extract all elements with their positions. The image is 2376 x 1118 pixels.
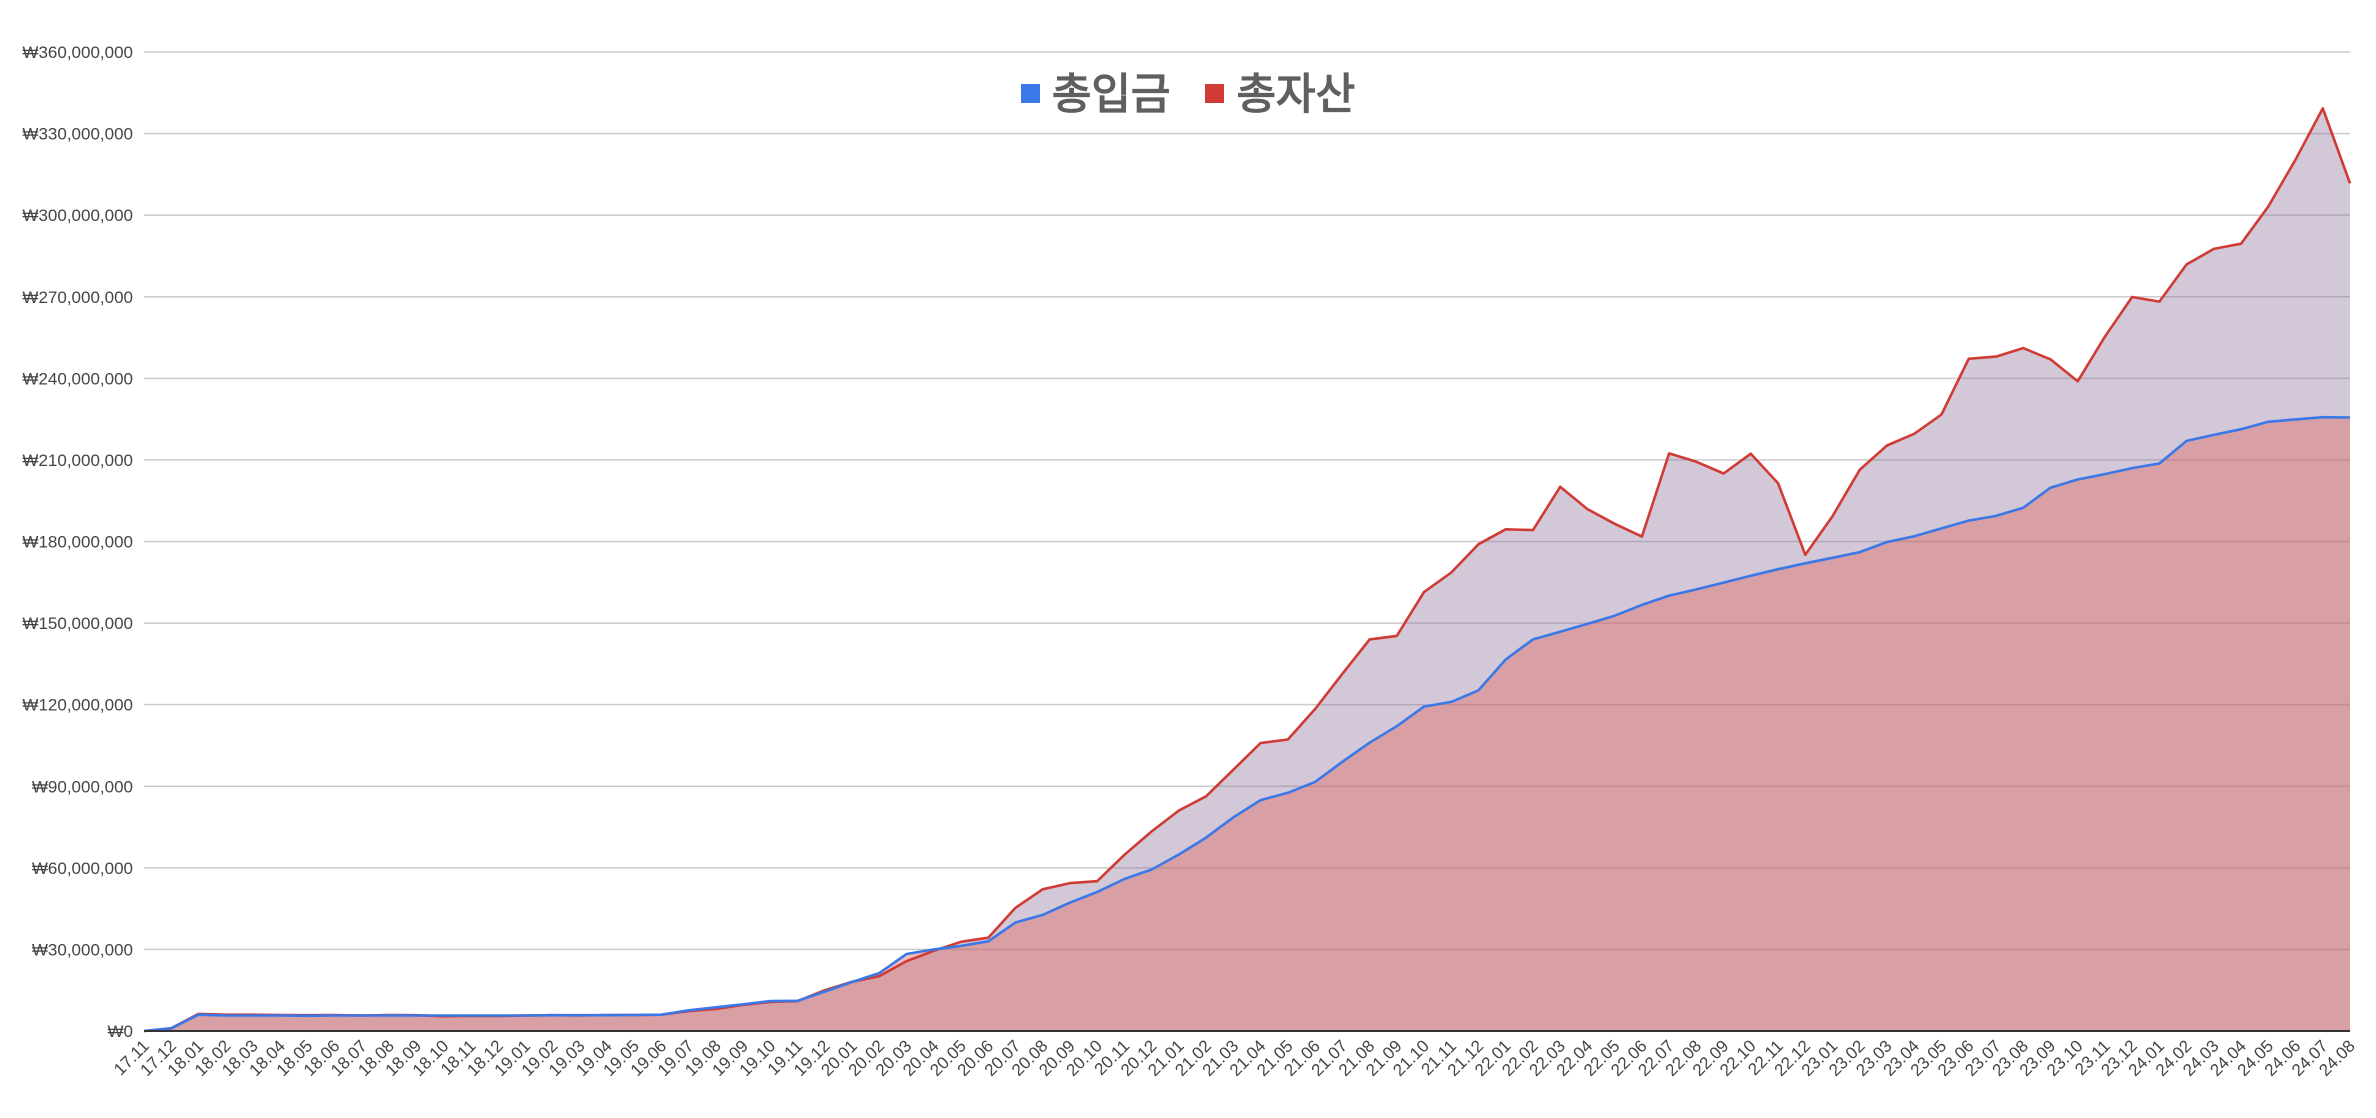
y-axis: ₩0 ₩30,000,000 ₩60,000,000 ₩90,000,000 ₩120,…	[22, 43, 133, 1041]
legend-swatch-deposits	[1020, 84, 1040, 103]
y-tick-label: ₩300,000,000	[22, 206, 133, 225]
y-tick-label: ₩330,000,000	[22, 125, 133, 144]
series-area	[144, 417, 2350, 1031]
y-tick-label: ₩210,000,000	[22, 451, 133, 470]
legend: 총입금 총자산	[0, 60, 2376, 122]
y-tick-label: ₩30,000,000	[32, 940, 133, 959]
legend-swatch-assets	[1205, 84, 1225, 103]
y-tick-label: ₩0	[108, 1022, 134, 1041]
x-axis: 17.1117.1218.0118.0218.0318.0418.0518.06…	[110, 1030, 2359, 1080]
y-tick-label: ₩360,000,000	[22, 43, 133, 62]
y-tick-label: ₩120,000,000	[22, 696, 133, 715]
y-tick-label: ₩60,000,000	[32, 859, 133, 878]
y-tick-label: ₩90,000,000	[32, 777, 133, 796]
legend-item-deposits: 총입금	[1020, 60, 1171, 122]
series-area	[144, 108, 2350, 1032]
series-line	[143, 415, 2351, 1033]
gridlines	[144, 51, 2350, 951]
legend-label-assets: 총자산	[1236, 70, 1356, 120]
y-tick-label: ₩180,000,000	[22, 533, 133, 552]
legend-label-deposits: 총입금	[1051, 70, 1171, 120]
y-tick-label: ₩150,000,000	[22, 614, 133, 633]
legend-item-assets: 총자산	[1205, 60, 1355, 122]
series-areas	[144, 108, 2350, 1032]
y-tick-label: ₩240,000,000	[22, 369, 133, 388]
series-lines	[143, 107, 2352, 1033]
y-tick-label: ₩270,000,000	[22, 288, 133, 307]
